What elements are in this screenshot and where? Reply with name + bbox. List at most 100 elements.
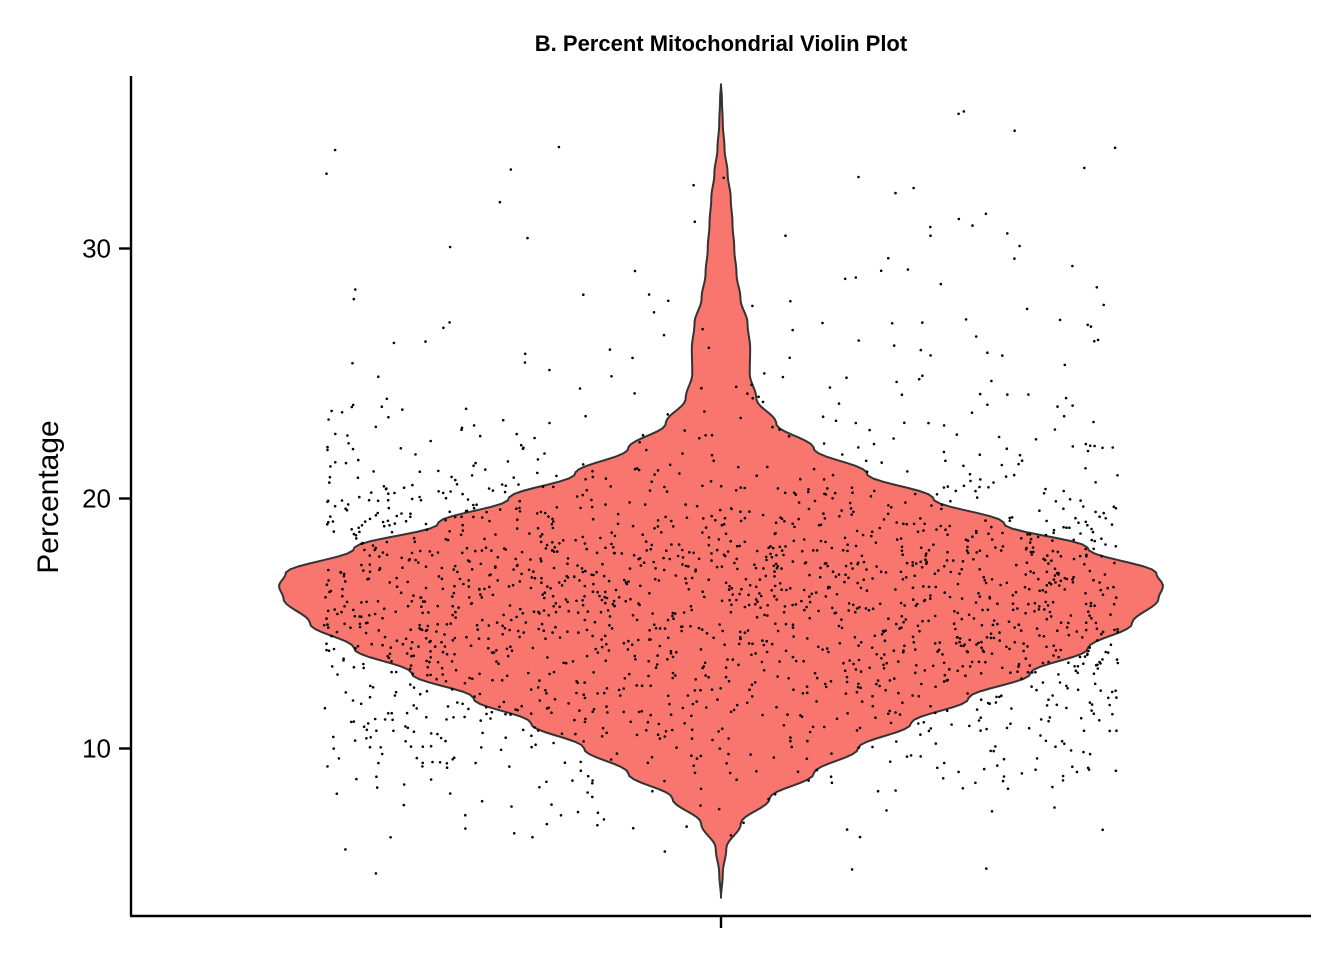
data-point [547,613,550,617]
data-point [421,765,424,768]
data-point [728,771,732,775]
data-point [1075,630,1079,633]
data-point [430,553,434,557]
data-point [369,684,372,688]
data-point [663,485,666,489]
data-point [479,719,483,722]
data-point [731,658,735,661]
data-point [359,702,363,706]
data-point [365,600,368,604]
data-point [395,585,399,588]
data-point [532,570,535,573]
data-point [744,577,748,581]
data-point [707,536,711,539]
data-point [1033,601,1037,605]
data-point [811,725,815,729]
data-point [844,573,847,576]
data-point [684,564,688,568]
data-point [405,711,409,715]
data-point [630,643,634,646]
data-point [789,739,792,743]
data-point [503,490,507,494]
data-point [344,461,348,465]
data-point [374,514,378,517]
data-point [604,590,607,594]
data-point [897,691,900,695]
data-point [665,549,668,552]
data-point [487,487,491,490]
data-point [970,411,974,415]
data-point [944,528,947,531]
data-point [1084,628,1088,632]
data-point [517,483,520,486]
data-point [645,549,648,552]
data-point [979,729,982,732]
data-point [554,602,558,605]
data-point [579,506,582,510]
data-point [971,224,974,227]
data-point [765,639,768,643]
data-point [875,565,878,568]
data-point [662,568,666,572]
data-point [818,575,822,579]
data-point [1063,363,1067,367]
data-point [442,326,445,330]
data-point [451,613,454,617]
data-point [433,645,437,648]
data-point [772,756,776,759]
data-point [498,705,501,709]
data-point [707,675,710,679]
data-point [1083,166,1086,170]
data-point [560,584,564,587]
data-point [848,659,851,662]
data-point [690,737,694,740]
data-point [1087,768,1091,771]
data-point [806,637,809,640]
data-point [944,459,947,463]
data-point [859,670,863,673]
data-point [974,489,977,493]
data-point [453,515,457,519]
data-point [701,484,704,488]
data-point [720,599,724,603]
data-point [724,581,728,585]
data-point [699,804,702,807]
data-point [639,564,643,567]
data-point [368,570,372,573]
data-point [840,626,844,630]
data-point [665,490,669,493]
violin-body [278,83,1164,899]
y-tick-label: 10 [82,734,111,764]
data-point [1071,765,1074,768]
data-point [960,597,964,600]
data-point [429,778,433,781]
data-point [358,625,362,629]
data-point [1103,573,1107,576]
data-point [829,680,833,683]
data-point [487,646,490,650]
data-point [441,650,445,654]
data-point [1112,585,1115,589]
data-point [690,608,693,612]
data-point [1116,474,1119,477]
data-point [762,669,766,672]
data-point [847,602,851,605]
data-point [1013,641,1017,644]
data-point [909,754,913,757]
data-point [692,183,695,187]
data-point [1102,303,1105,307]
data-point [641,533,644,536]
data-point [496,556,500,559]
data-point [920,682,923,686]
data-point [1063,576,1067,580]
data-point [911,561,914,564]
data-point [393,522,397,525]
data-point [335,630,339,634]
data-point [333,504,337,508]
data-point [1047,719,1050,723]
data-point [640,684,644,687]
data-point [895,521,898,524]
data-point [1057,673,1060,676]
data-point [919,546,923,549]
data-point [448,245,452,249]
